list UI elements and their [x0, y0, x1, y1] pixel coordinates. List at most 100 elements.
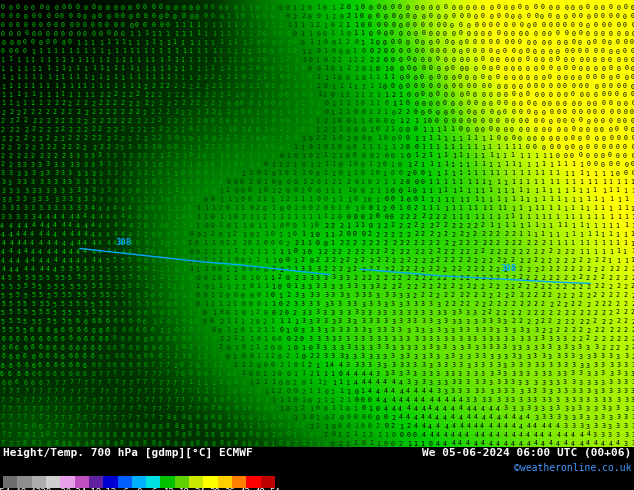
Text: 1: 1	[212, 310, 216, 316]
Text: 8: 8	[217, 424, 222, 430]
Text: 5: 5	[1, 327, 5, 333]
Text: 1: 1	[122, 48, 126, 54]
Text: 1: 1	[152, 319, 156, 325]
Text: 7: 7	[113, 406, 117, 412]
Text: 3: 3	[383, 310, 387, 316]
Text: 0: 0	[557, 92, 560, 98]
Text: 0: 0	[165, 4, 169, 11]
Text: 1: 1	[47, 48, 51, 54]
Text: 0: 0	[316, 231, 320, 238]
Text: 1: 1	[399, 196, 403, 202]
Text: 1: 1	[226, 249, 230, 255]
Text: 2: 2	[339, 240, 344, 246]
Text: 7: 7	[165, 362, 170, 368]
Text: 0: 0	[465, 5, 470, 11]
Text: 1: 1	[158, 178, 162, 185]
Text: 2: 2	[570, 249, 574, 255]
Text: 0: 0	[339, 371, 343, 377]
Text: 2: 2	[399, 258, 403, 264]
Text: 1: 1	[414, 119, 418, 124]
Text: 0: 0	[608, 13, 612, 20]
Text: 0: 0	[572, 109, 576, 115]
Text: 4: 4	[459, 397, 463, 403]
Text: 5: 5	[68, 301, 72, 307]
Text: 7: 7	[136, 389, 141, 395]
Text: 3: 3	[339, 292, 343, 298]
Text: 2: 2	[624, 275, 628, 281]
Text: 0: 0	[361, 214, 365, 220]
Text: 0: 0	[422, 101, 425, 107]
Text: 2: 2	[398, 109, 402, 115]
Text: 0: 0	[287, 31, 290, 37]
Text: 3: 3	[107, 197, 111, 203]
Text: 2: 2	[107, 118, 110, 124]
Text: 3: 3	[15, 205, 19, 211]
Text: 4: 4	[1, 240, 6, 246]
Text: 0: 0	[392, 136, 396, 142]
Text: 0: 0	[202, 319, 207, 325]
Text: 1: 1	[158, 31, 162, 37]
Text: 1: 1	[256, 283, 260, 289]
Text: 2: 2	[75, 135, 79, 142]
Text: 0: 0	[278, 258, 282, 264]
Text: 2: 2	[384, 267, 389, 273]
Text: 1: 1	[174, 57, 178, 63]
Text: 3: 3	[391, 353, 394, 359]
Text: 3: 3	[526, 336, 531, 343]
Text: 3: 3	[45, 196, 49, 202]
Text: 2: 2	[398, 275, 402, 281]
Text: 1: 1	[301, 370, 305, 376]
Text: 3: 3	[526, 371, 530, 377]
Text: 0: 0	[564, 30, 569, 36]
Text: 2: 2	[555, 258, 560, 264]
Text: 1: 1	[233, 22, 237, 28]
Text: 2: 2	[631, 293, 634, 298]
Text: 3: 3	[600, 370, 604, 376]
Text: 2: 2	[466, 240, 470, 246]
Text: 2: 2	[481, 284, 485, 290]
Text: 1: 1	[309, 22, 313, 28]
Text: 3: 3	[128, 171, 132, 176]
Bar	[117, 476, 132, 488]
Text: 0: 0	[210, 179, 215, 185]
Text: 2: 2	[338, 248, 342, 255]
Text: 2: 2	[129, 126, 133, 132]
Text: 1: 1	[624, 205, 628, 211]
Text: 0: 0	[270, 345, 275, 351]
Text: 2: 2	[503, 267, 507, 273]
Text: 7: 7	[114, 379, 118, 386]
Text: 2: 2	[361, 240, 365, 246]
Text: 4: 4	[391, 406, 396, 412]
Text: 2: 2	[0, 144, 4, 150]
Text: 1: 1	[46, 57, 50, 63]
Text: 1: 1	[23, 66, 27, 72]
Text: 0: 0	[205, 222, 209, 229]
Text: 0: 0	[623, 153, 626, 159]
Text: 4: 4	[83, 222, 87, 228]
Text: 0: 0	[368, 118, 372, 123]
Text: 0: 0	[376, 214, 380, 220]
Text: 6: 6	[83, 363, 87, 368]
Text: 1: 1	[257, 423, 261, 429]
Text: 0: 0	[382, 5, 387, 11]
Text: 3: 3	[631, 371, 634, 377]
Text: 4: 4	[1, 249, 4, 255]
Text: 2: 2	[608, 301, 612, 307]
Text: 1: 1	[534, 188, 538, 194]
Text: 1: 1	[339, 388, 343, 394]
Text: 4: 4	[120, 240, 124, 245]
Text: 2: 2	[294, 57, 298, 63]
Text: 2: 2	[212, 92, 216, 98]
Text: 3: 3	[399, 344, 403, 350]
Text: 3: 3	[608, 406, 612, 412]
Text: 3: 3	[23, 162, 27, 168]
Text: 7: 7	[113, 388, 118, 394]
Text: 0: 0	[557, 109, 560, 115]
Text: 0: 0	[91, 4, 95, 10]
Text: 1: 1	[174, 48, 178, 54]
Text: 2: 2	[601, 345, 605, 351]
Text: 4: 4	[39, 222, 43, 228]
Text: 0: 0	[233, 179, 238, 185]
Text: 1: 1	[316, 388, 320, 394]
Text: 3: 3	[316, 337, 320, 343]
